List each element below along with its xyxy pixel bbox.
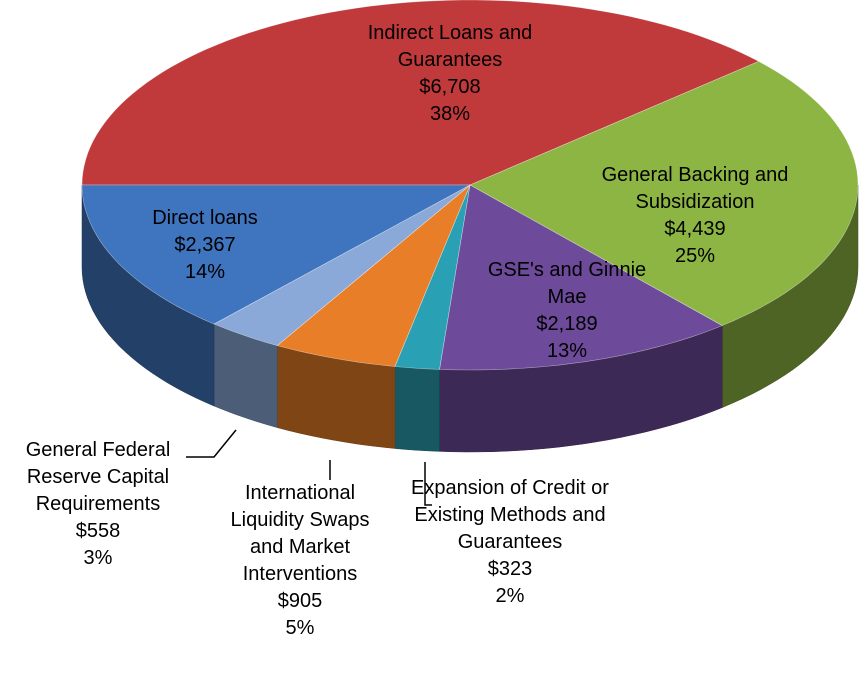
percent-label: 5% — [285, 617, 315, 639]
value-label: $905 — [277, 590, 323, 612]
slice-side — [394, 366, 440, 452]
slice-label: International Liquidity Swaps and Market… — [215, 480, 385, 642]
slice-label: Indirect Loans and Guarantees $6,708 38% — [355, 20, 545, 128]
leader-line — [424, 462, 432, 506]
percent-label: 38% — [429, 103, 471, 125]
category-label: Direct loans — [152, 207, 258, 229]
category-label: General Backing and Subsidization — [601, 164, 789, 213]
percent-label: 14% — [184, 261, 226, 283]
value-label: $323 — [487, 558, 533, 580]
percent-label: 25% — [674, 245, 716, 267]
category-label: International Liquidity Swaps and Market… — [230, 482, 370, 585]
slice-label: General Backing and Subsidization $4,439 2… — [590, 162, 800, 270]
slice — [276, 184, 471, 367]
slice-label: General Federal Reserve Capital Requirem… — [8, 437, 188, 572]
category-label: Indirect Loans and Guarantees — [367, 22, 533, 71]
value-label: $2,189 — [536, 313, 598, 335]
percent-label: 2% — [495, 585, 525, 607]
value-label: $6,708 — [419, 76, 481, 98]
slice-label: GSE's and Ginnie Mae $2,189 13% — [467, 257, 667, 365]
slice — [213, 184, 471, 346]
slice — [469, 61, 859, 326]
leader-line — [186, 429, 237, 458]
slice — [81, 0, 760, 186]
slice-label: Direct loans $2,367 14% — [125, 205, 285, 286]
value-label: $4,439 — [664, 218, 726, 240]
category-label: GSE's and Ginnie Mae — [487, 259, 647, 308]
slice-label: Expansion of Credit or Existing Methods … — [410, 475, 610, 610]
percent-label: 13% — [546, 340, 588, 362]
slice — [439, 184, 723, 371]
slice — [81, 184, 471, 325]
value-label: $2,367 — [174, 234, 236, 256]
percent-label: 3% — [83, 547, 113, 569]
value-label: $558 — [75, 520, 121, 542]
category-label: Expansion of Credit or Existing Methods … — [411, 477, 609, 553]
category-label: General Federal Reserve Capital Requirem… — [25, 439, 171, 515]
